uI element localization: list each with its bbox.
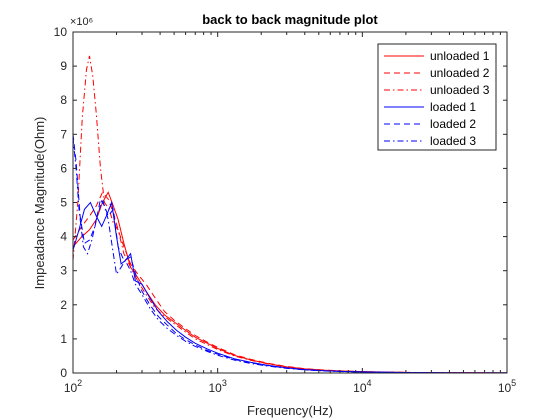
y-tick-label: 6 bbox=[60, 161, 67, 175]
chart-title: back to back magnitude plot bbox=[202, 12, 378, 27]
legend-label-6: loaded 3 bbox=[430, 134, 476, 148]
legend-label-4: loaded 1 bbox=[430, 100, 476, 114]
x-axis-label: Frequency(Hz) bbox=[247, 403, 333, 418]
x-tick-label: 103 bbox=[208, 378, 226, 395]
y-tick-label: 2 bbox=[60, 298, 67, 312]
series-line-4 bbox=[73, 200, 507, 373]
legend-label-2: unloaded 2 bbox=[430, 66, 490, 80]
legend-label-3: unloaded 3 bbox=[430, 83, 490, 97]
y-tick-label: 5 bbox=[60, 196, 67, 210]
y-tick-label: 8 bbox=[60, 93, 67, 107]
legend-label-1: unloaded 1 bbox=[430, 49, 490, 63]
y-tick-label: 4 bbox=[60, 230, 67, 244]
y-tick-label: 3 bbox=[60, 264, 67, 278]
series-layer bbox=[73, 55, 507, 373]
y-tick-label: 7 bbox=[60, 127, 67, 141]
x-tick-label: 102 bbox=[64, 378, 82, 395]
legend-box bbox=[377, 43, 497, 151]
series-line-6 bbox=[73, 137, 507, 373]
x-tick-label: 104 bbox=[353, 378, 371, 395]
y-tick-label: 0 bbox=[60, 366, 67, 380]
legend-label-5: loaded 2 bbox=[430, 117, 476, 131]
y-tick-label: 1 bbox=[60, 332, 67, 346]
y-multiplier-label: ×10⁶ bbox=[70, 16, 93, 28]
y-tick-label: 10 bbox=[54, 25, 68, 39]
y-axis-label: Impeadance Magnitude(Ohm) bbox=[32, 117, 47, 290]
x-tick-label: 105 bbox=[498, 378, 516, 395]
legend: unloaded 1 unloaded 2 unloaded 3 loaded 1 lo… bbox=[377, 43, 497, 151]
tick-layer: 0 1 2 3 4 5 6 7 8 9 10 102 103 104 105 bbox=[54, 25, 517, 395]
y-tick-label: 9 bbox=[60, 59, 67, 73]
